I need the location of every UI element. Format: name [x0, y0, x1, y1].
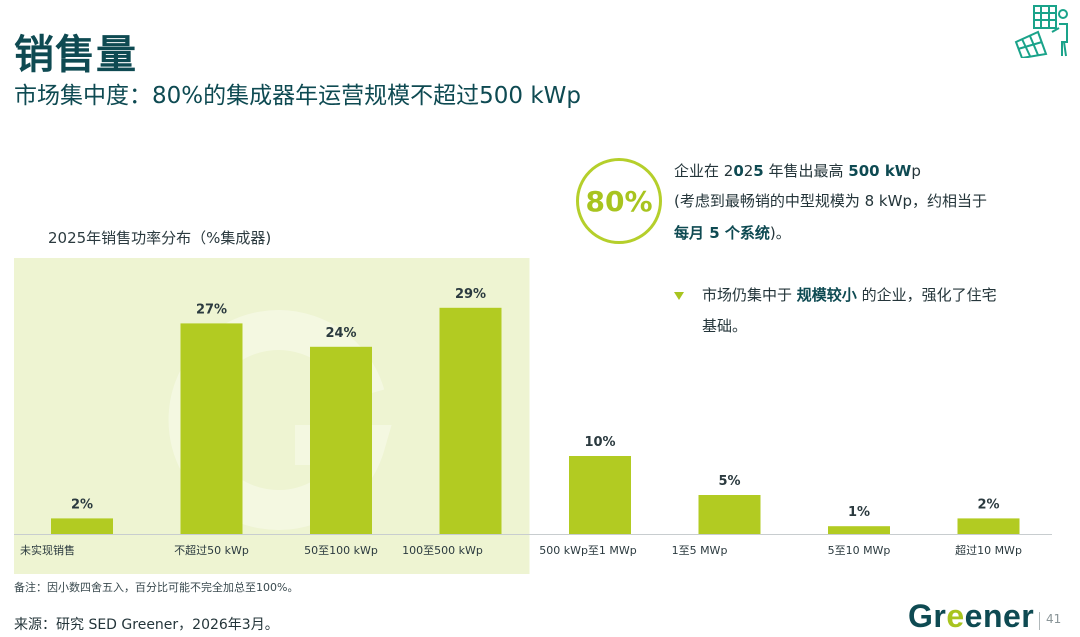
brand-logo: Greener: [908, 598, 1035, 634]
callout-line-2: (考虑到最畅销的中型规模为 8 kWp，约相当于: [674, 192, 987, 210]
value-label-5: 5%: [718, 474, 740, 489]
bar-chart: 2025年销售功率分布（%集成器) 2% 27% 24% 29% 10% 5% 1% 2% 未…: [14, 229, 1052, 574]
triangle-down-icon: [674, 292, 684, 300]
bar-2: [310, 346, 372, 534]
bar-6: [828, 526, 890, 534]
category-label-7: 超过10 MWp: [955, 543, 1022, 557]
category-label-1: 不超过50 kWp: [174, 543, 249, 557]
solar-installer-icon: [1014, 5, 1068, 58]
value-label-3: 29%: [455, 287, 486, 302]
page-separator: [1039, 612, 1040, 630]
bar-0: [51, 518, 113, 534]
value-label-4: 10%: [584, 435, 615, 450]
page-subtitle: 市场集中度：80%的集成器年运营规模不超过500 kWp: [14, 83, 581, 109]
bullet-line-1: 市场仍集中于 规模较小 的企业，强化了住宅: [702, 286, 997, 304]
category-label-0: 未实现销售: [20, 543, 75, 557]
value-label-1: 27%: [196, 302, 227, 317]
footnote: 备注：因小数四舍五入，百分比可能不完全加总至100%。: [14, 581, 299, 594]
category-label-2: 50至100 kWp: [304, 544, 378, 557]
bar-5: [698, 495, 761, 534]
value-label-6: 1%: [848, 505, 870, 520]
source-note: 来源：研究 SED Greener，2026年3月。: [14, 617, 279, 633]
bar-3: [439, 307, 502, 534]
bar-4: [569, 456, 631, 534]
category-label-3: 100至500 kWp: [402, 544, 483, 557]
callout-line-1: 企业在 2025 年售出最高 500 kWp: [674, 162, 921, 180]
bar-7: [957, 518, 1020, 534]
chart-title: 2025年销售功率分布（%集成器): [48, 229, 271, 247]
callout-line-3: 每月 5 个系统)。: [674, 224, 791, 242]
value-label-2: 24%: [325, 326, 356, 341]
bullet-line-2: 基础。: [702, 317, 748, 335]
page-number: 41: [1046, 612, 1062, 626]
bar-1: [180, 323, 243, 534]
category-label-4: 500 kWp至1 MWp: [539, 544, 637, 557]
stat-circle: 80%: [576, 158, 662, 244]
page-title: 销售量: [14, 32, 137, 78]
category-label-5: 1至5 MWp: [672, 544, 728, 557]
category-label-6: 5至10 MWp: [828, 544, 891, 557]
value-label-0: 2%: [71, 497, 93, 512]
value-label-7: 2%: [977, 497, 999, 512]
